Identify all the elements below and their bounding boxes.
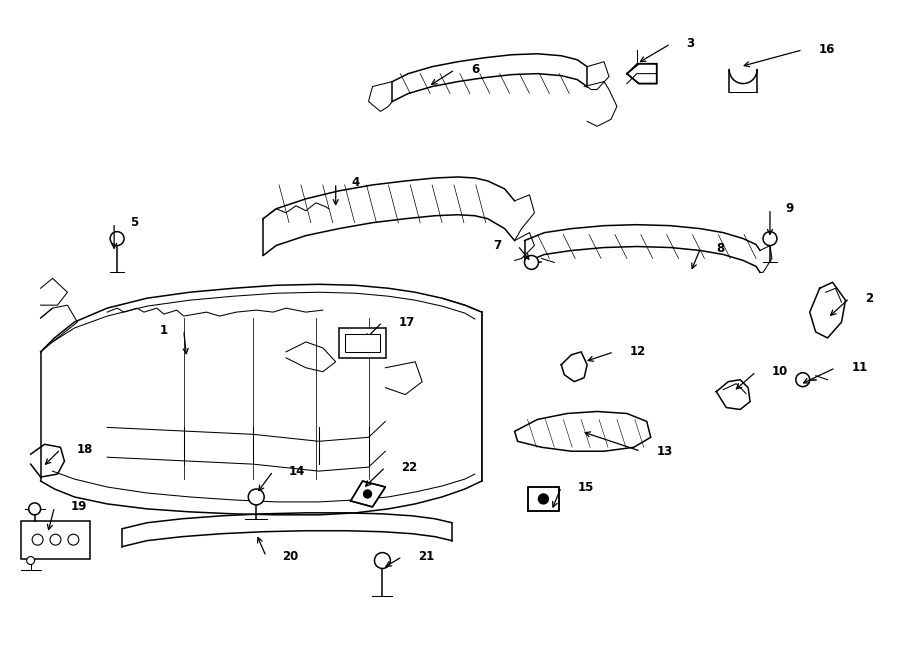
Text: 14: 14 — [289, 465, 305, 478]
Text: 18: 18 — [76, 443, 93, 455]
Text: 6: 6 — [471, 63, 479, 76]
Text: 16: 16 — [819, 43, 835, 56]
Text: 21: 21 — [418, 550, 435, 563]
Text: 22: 22 — [401, 461, 418, 474]
Text: 20: 20 — [282, 550, 298, 563]
Text: 5: 5 — [130, 216, 139, 229]
Circle shape — [110, 231, 124, 245]
Text: 15: 15 — [577, 481, 594, 494]
Text: 7: 7 — [493, 239, 501, 252]
Circle shape — [763, 231, 777, 245]
Text: 2: 2 — [866, 292, 874, 305]
Text: 9: 9 — [786, 202, 794, 215]
Polygon shape — [527, 487, 559, 511]
Polygon shape — [515, 412, 651, 451]
Circle shape — [27, 557, 34, 564]
Text: 1: 1 — [159, 323, 167, 336]
Circle shape — [374, 553, 391, 568]
Text: 10: 10 — [772, 366, 788, 378]
Circle shape — [50, 534, 61, 545]
Circle shape — [68, 534, 79, 545]
Circle shape — [796, 373, 810, 387]
Text: 13: 13 — [657, 445, 673, 457]
Text: 12: 12 — [630, 345, 646, 358]
Circle shape — [29, 503, 40, 515]
Circle shape — [525, 255, 538, 270]
Polygon shape — [351, 481, 385, 507]
Circle shape — [538, 494, 548, 504]
Text: 11: 11 — [851, 362, 868, 374]
Text: 3: 3 — [687, 37, 695, 50]
Bar — [345, 334, 381, 352]
Polygon shape — [627, 63, 657, 83]
Circle shape — [32, 534, 43, 545]
Circle shape — [364, 490, 372, 498]
Text: 8: 8 — [716, 242, 725, 255]
Text: 4: 4 — [352, 176, 360, 190]
Text: 17: 17 — [399, 315, 415, 329]
Bar — [21, 521, 90, 559]
Bar — [338, 328, 386, 358]
Circle shape — [248, 489, 265, 505]
Text: 19: 19 — [70, 500, 86, 514]
